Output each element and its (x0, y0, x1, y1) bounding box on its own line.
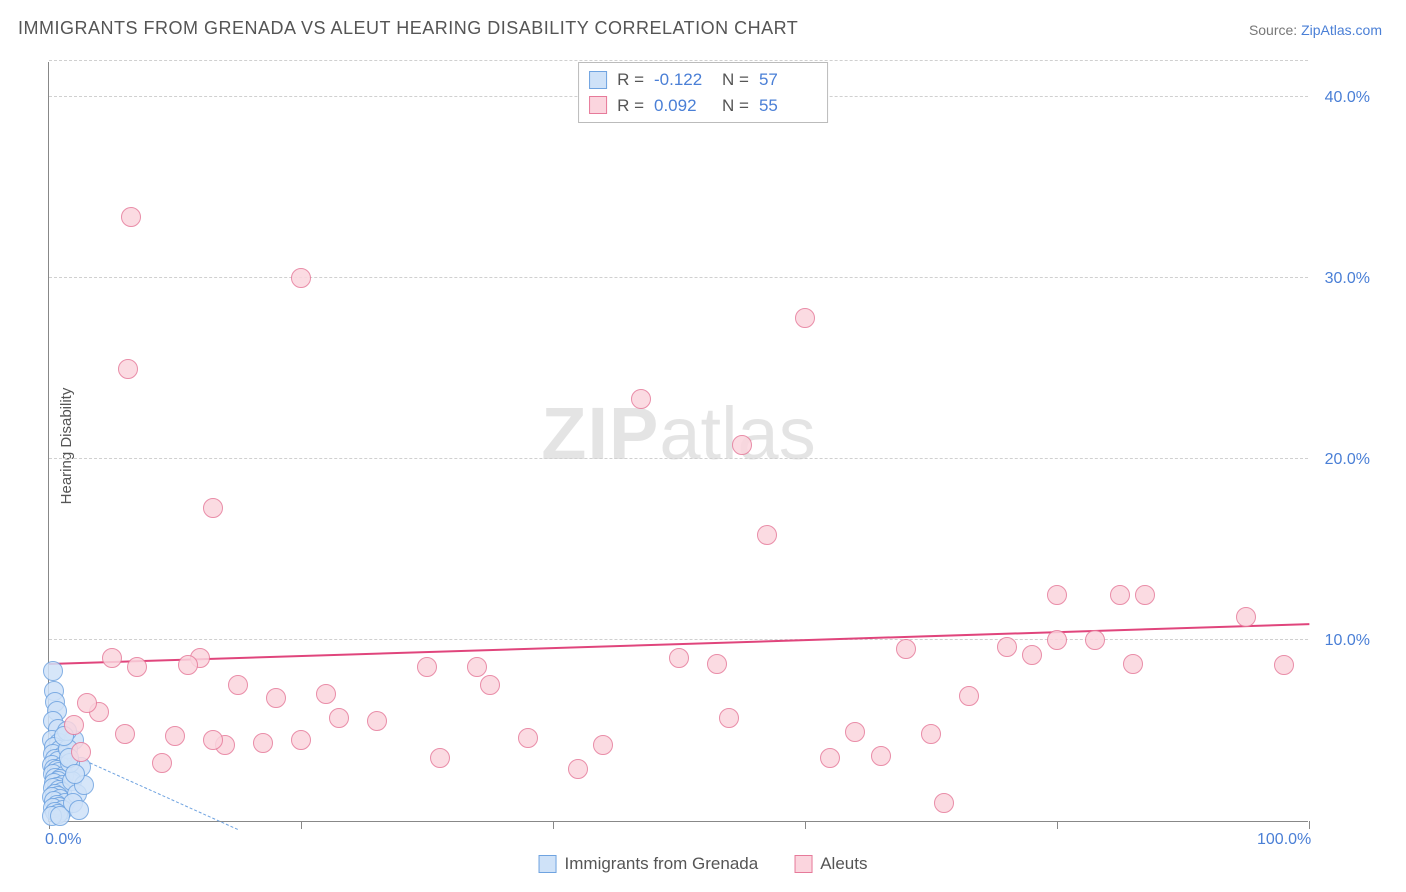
data-point (959, 686, 979, 706)
watermark-light: atlas (659, 392, 815, 475)
data-point (291, 730, 311, 750)
data-point (921, 724, 941, 744)
data-point (43, 661, 63, 681)
data-point (71, 742, 91, 762)
data-point (291, 268, 311, 288)
data-point (795, 308, 815, 328)
source-attribution: Source: ZipAtlas.com (1249, 22, 1382, 38)
data-point (316, 684, 336, 704)
data-point (1236, 607, 1256, 627)
data-point (997, 637, 1017, 657)
gridline (49, 277, 1308, 278)
stats-row: R = 0.092 N = 55 (589, 93, 817, 119)
data-point (631, 389, 651, 409)
data-point (430, 748, 450, 768)
data-point (1022, 645, 1042, 665)
data-point (266, 688, 286, 708)
stat-label: N = (722, 93, 749, 119)
y-tick-label: 20.0% (1325, 451, 1370, 469)
data-point (102, 648, 122, 668)
data-point (1047, 585, 1067, 605)
data-point (871, 746, 891, 766)
stat-label: N = (722, 67, 749, 93)
data-point (367, 711, 387, 731)
data-point (845, 722, 865, 742)
data-point (568, 759, 588, 779)
stat-n-value: 57 (759, 67, 817, 93)
data-point (1123, 654, 1143, 674)
legend-item: Immigrants from Grenada (539, 854, 759, 874)
data-point (417, 657, 437, 677)
data-point (152, 753, 172, 773)
data-point (69, 800, 89, 820)
data-point (178, 655, 198, 675)
data-point (65, 764, 85, 784)
legend-swatch (794, 855, 812, 873)
stat-r-value: 0.092 (654, 93, 712, 119)
data-point (1047, 630, 1067, 650)
data-point (203, 498, 223, 518)
gridline (49, 458, 1308, 459)
x-tick-label: 100.0% (1257, 831, 1311, 849)
x-tick (301, 821, 302, 829)
stats-row: R = -0.122 N = 57 (589, 67, 817, 93)
data-point (707, 654, 727, 674)
gridline (49, 60, 1308, 61)
data-point (896, 639, 916, 659)
data-point (820, 748, 840, 768)
data-point (329, 708, 349, 728)
x-tick (805, 821, 806, 829)
data-point (165, 726, 185, 746)
data-point (1110, 585, 1130, 605)
stat-label: R = (617, 67, 644, 93)
legend-label: Immigrants from Grenada (565, 854, 759, 874)
x-tick (1309, 821, 1310, 829)
data-point (518, 728, 538, 748)
data-point (669, 648, 689, 668)
watermark: ZIPatlas (541, 391, 815, 476)
data-point (118, 359, 138, 379)
source-label: Source: (1249, 22, 1301, 38)
legend: Immigrants from Grenada Aleuts (539, 854, 868, 874)
gridline (49, 639, 1308, 640)
stat-r-value: -0.122 (654, 67, 712, 93)
data-point (1274, 655, 1294, 675)
data-point (467, 657, 487, 677)
data-point (127, 657, 147, 677)
y-tick-label: 10.0% (1325, 632, 1370, 650)
x-tick (553, 821, 554, 829)
correlation-stats-box: R = -0.122 N = 57 R = 0.092 N = 55 (578, 62, 828, 123)
scatter-plot-area: ZIPatlas 10.0%20.0%30.0%40.0%0.0%100.0% (48, 62, 1308, 822)
chart-title: IMMIGRANTS FROM GRENADA VS ALEUT HEARING… (18, 18, 798, 39)
data-point (77, 693, 97, 713)
data-point (480, 675, 500, 695)
source-link[interactable]: ZipAtlas.com (1301, 22, 1382, 38)
legend-swatch (589, 96, 607, 114)
x-tick (1057, 821, 1058, 829)
data-point (115, 724, 135, 744)
legend-label: Aleuts (820, 854, 867, 874)
legend-swatch (589, 71, 607, 89)
data-point (121, 207, 141, 227)
data-point (1135, 585, 1155, 605)
x-tick-label: 0.0% (45, 831, 81, 849)
legend-item: Aleuts (794, 854, 867, 874)
data-point (719, 708, 739, 728)
data-point (1085, 630, 1105, 650)
data-point (203, 730, 223, 750)
y-tick-label: 40.0% (1325, 89, 1370, 107)
data-point (593, 735, 613, 755)
legend-swatch (539, 855, 557, 873)
stat-n-value: 55 (759, 93, 817, 119)
data-point (732, 435, 752, 455)
data-point (934, 793, 954, 813)
data-point (64, 715, 84, 735)
y-tick-label: 30.0% (1325, 270, 1370, 288)
data-point (253, 733, 273, 753)
data-point (757, 525, 777, 545)
stat-label: R = (617, 93, 644, 119)
data-point (228, 675, 248, 695)
